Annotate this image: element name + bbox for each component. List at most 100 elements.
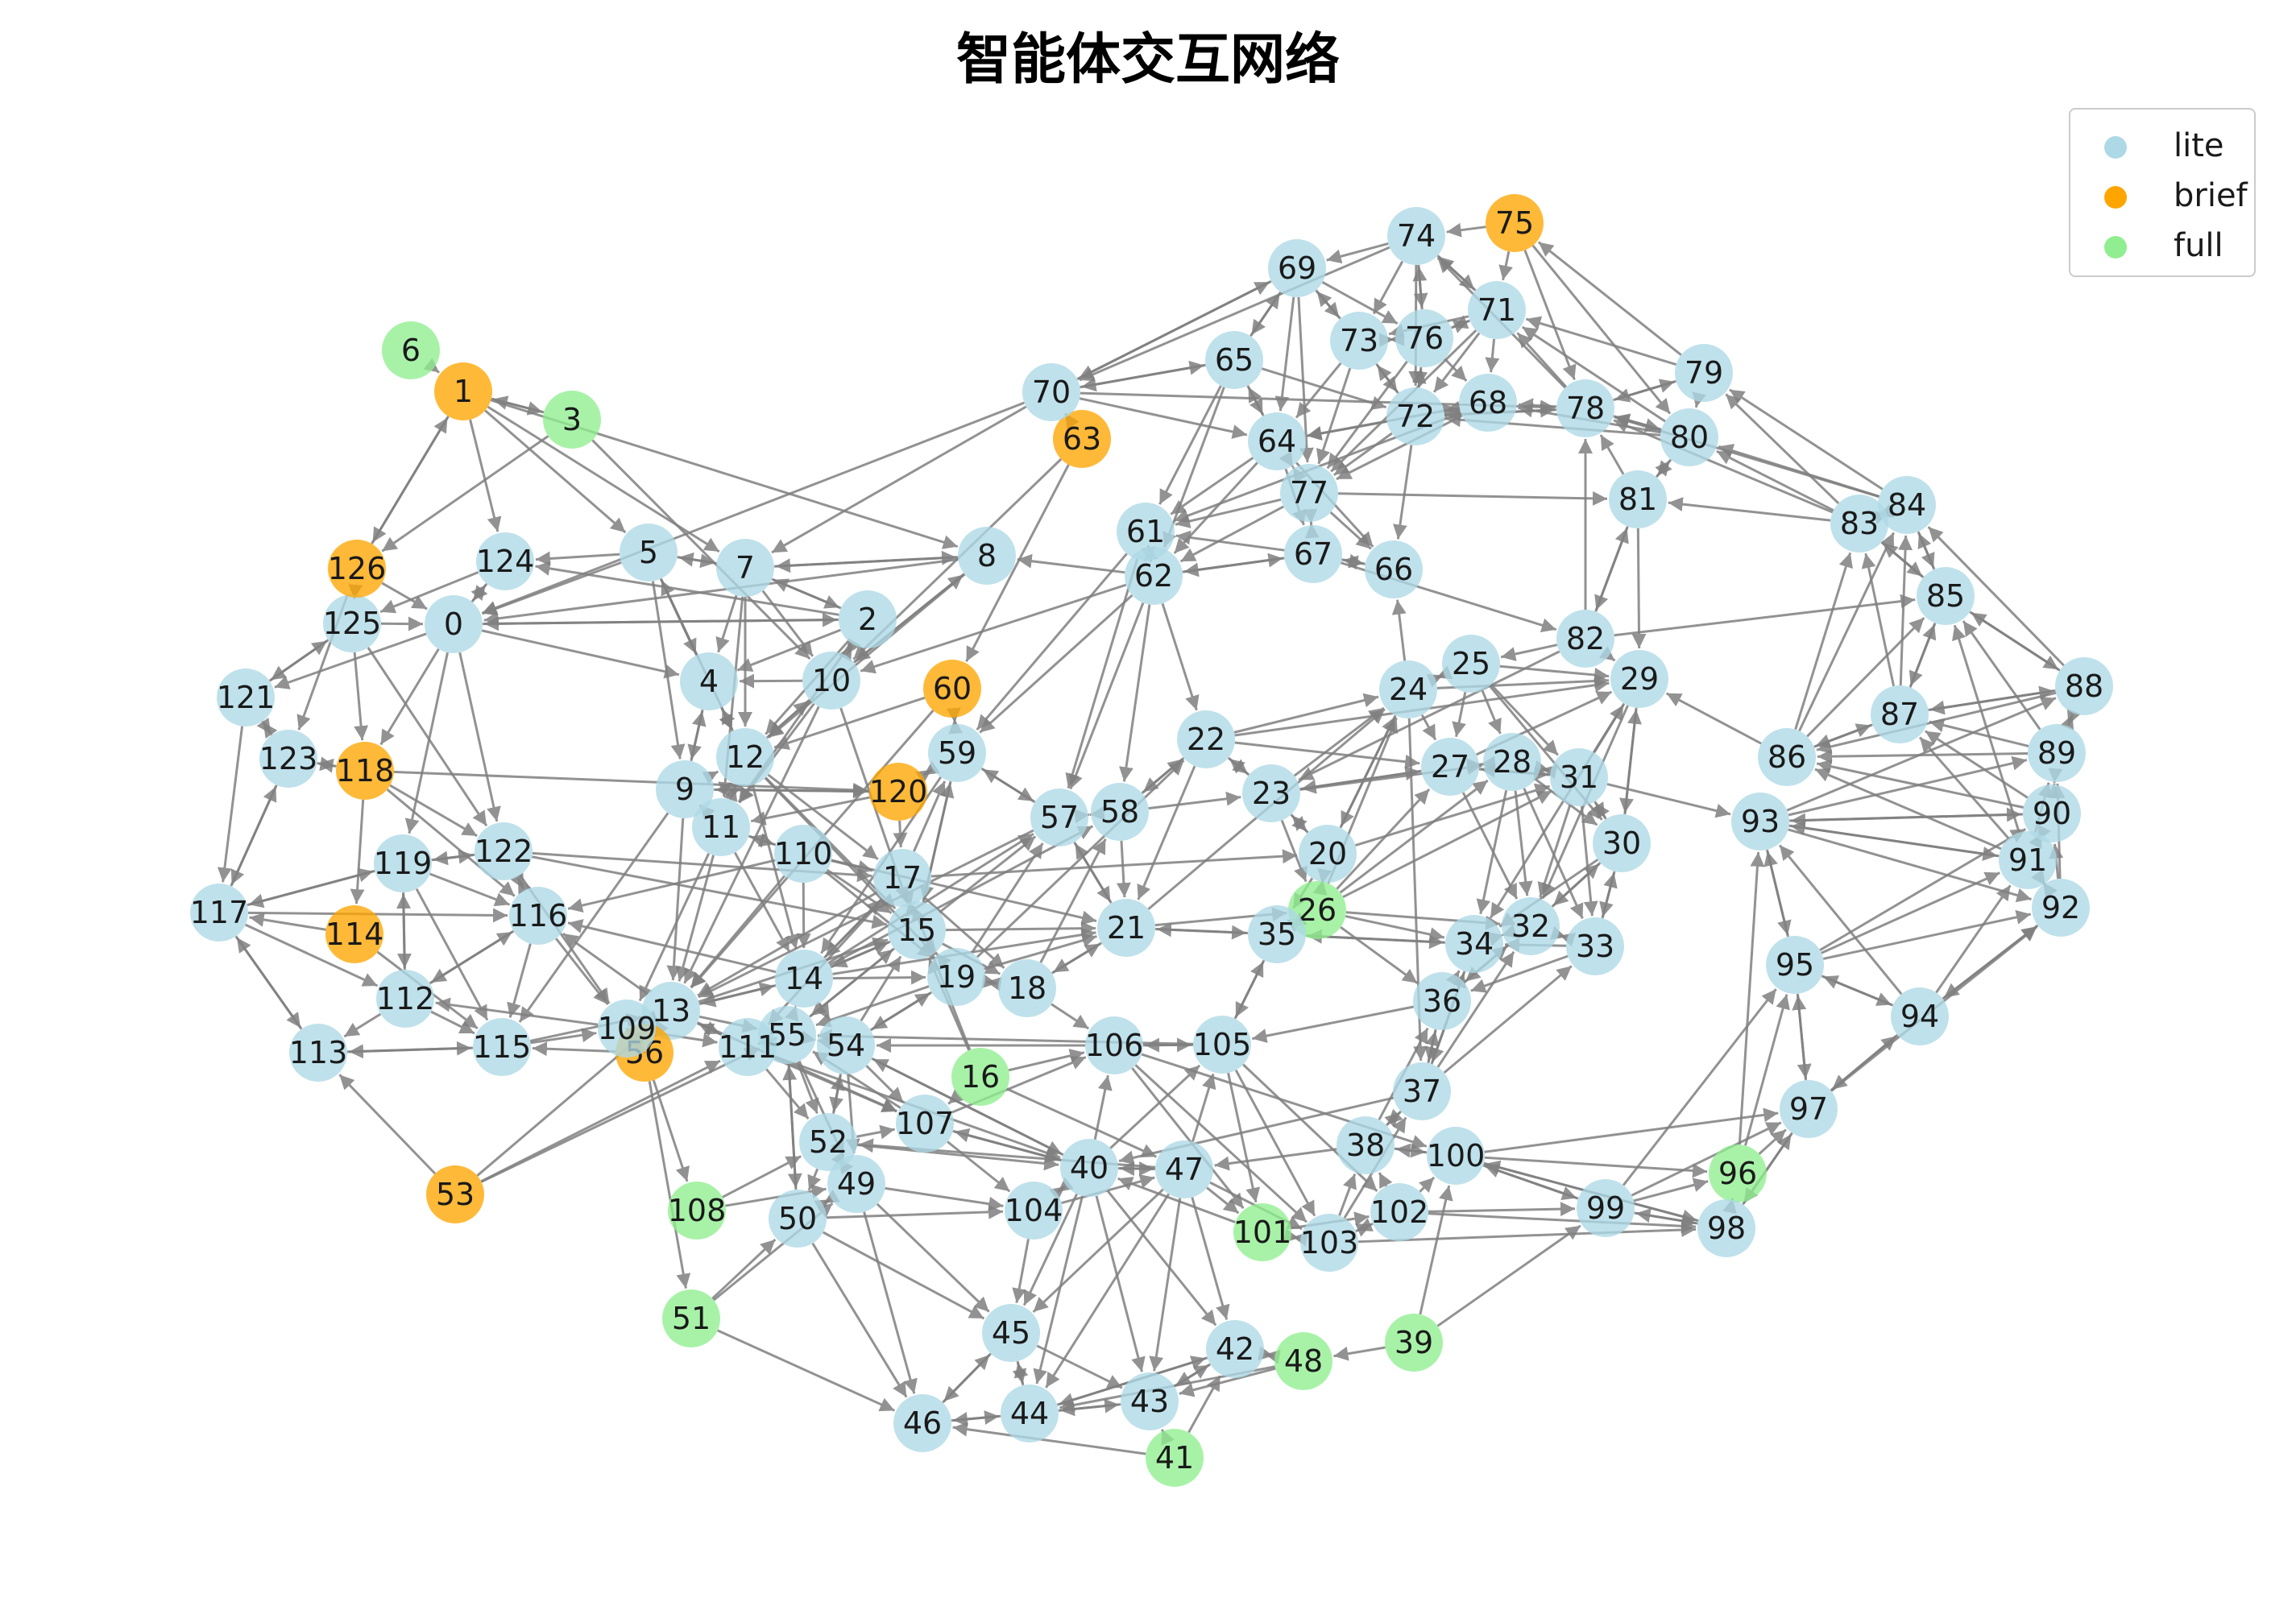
- edge-108-49: [725, 1184, 827, 1207]
- edge-77-61: [1175, 498, 1282, 528]
- edge-75-80: [1531, 244, 1672, 415]
- node-label-23: 23: [1252, 776, 1291, 811]
- node-104: 104: [1005, 1182, 1063, 1240]
- edge-35-105: [1234, 959, 1266, 1018]
- node-circle-15: [888, 901, 946, 959]
- edge-83-80: [1716, 449, 1834, 512]
- node-21: 21: [1097, 899, 1155, 957]
- edge-111-13: [698, 1022, 723, 1037]
- node-54: 54: [817, 1016, 875, 1074]
- node-label-107: 107: [896, 1106, 955, 1141]
- node-circle-113: [289, 1024, 347, 1082]
- node-circle-63: [1053, 410, 1111, 468]
- edge-21-18: [1052, 942, 1103, 974]
- edge-115-109: [530, 1028, 597, 1045]
- node-43: 43: [1121, 1372, 1179, 1430]
- edge-9-115: [518, 812, 669, 1023]
- node-label-38: 38: [1346, 1128, 1385, 1163]
- node-label-33: 33: [1576, 929, 1614, 964]
- edge-85-87: [1908, 623, 1937, 687]
- node-circle-57: [1030, 789, 1088, 846]
- node-label-87: 87: [1880, 697, 1919, 732]
- edge-11-13: [676, 855, 715, 982]
- edge-123-121: [262, 722, 278, 739]
- node-circle-115: [473, 1018, 531, 1076]
- edge-39-100: [1419, 1185, 1453, 1315]
- edge-2-0: [483, 616, 839, 631]
- node-circle-103: [1300, 1214, 1358, 1272]
- edge-62-57: [1068, 602, 1145, 790]
- node-circle-81: [1609, 470, 1667, 528]
- edge-31-28: [1541, 764, 1558, 780]
- edge-79-80: [1692, 391, 1707, 408]
- node-label-80: 80: [1670, 420, 1709, 455]
- node-label-89: 89: [2037, 735, 2076, 771]
- edge-3-10: [591, 439, 811, 660]
- node-18: 18: [998, 959, 1056, 1017]
- node-50: 50: [769, 1190, 827, 1248]
- node-113: 113: [289, 1024, 347, 1082]
- node-label-101: 101: [1233, 1215, 1292, 1250]
- edge-86-84: [1798, 532, 1896, 732]
- edge-119-117: [248, 869, 375, 909]
- edge-19-57: [971, 842, 1044, 954]
- edge-49-46: [863, 1211, 918, 1394]
- node-label-73: 73: [1340, 323, 1378, 358]
- edge-22-27: [1234, 741, 1420, 769]
- node-label-109: 109: [598, 1011, 657, 1046]
- node-64: 64: [1248, 412, 1306, 470]
- node-label-111: 111: [719, 1029, 777, 1065]
- edge-26-34: [1345, 915, 1445, 942]
- node-label-17: 17: [883, 860, 922, 896]
- edge-76-74: [1412, 266, 1428, 310]
- edge-82-81: [1594, 528, 1629, 612]
- node-circle-77: [1280, 464, 1338, 522]
- node-label-114: 114: [325, 917, 384, 952]
- node-99: 99: [1577, 1179, 1635, 1237]
- edge-116-112: [430, 929, 515, 984]
- edge-18-19: [986, 976, 1002, 991]
- edge-81-78: [1599, 434, 1625, 475]
- edge-79-71: [1525, 316, 1676, 366]
- edge-12-17: [767, 773, 879, 861]
- edge-37-38: [1386, 1108, 1403, 1125]
- edge-71-68: [1485, 338, 1500, 373]
- node-62: 62: [1125, 547, 1183, 605]
- edge-31-32: [1537, 804, 1572, 898]
- node-69: 69: [1268, 239, 1326, 297]
- edge-86-87: [1813, 723, 1871, 748]
- edge-82-29: [1598, 646, 1616, 662]
- edge-122-119: [433, 851, 475, 866]
- node-103: 103: [1300, 1214, 1358, 1272]
- edge-112-119: [396, 893, 411, 971]
- node-81: 81: [1609, 470, 1667, 528]
- node-label-112: 112: [376, 981, 435, 1016]
- node-label-92: 92: [2041, 890, 2080, 925]
- node-circle-50: [769, 1190, 827, 1248]
- edge-74-73: [1372, 260, 1404, 315]
- node-11: 11: [692, 798, 750, 856]
- edge-62-59: [979, 594, 1133, 734]
- edge-50-55: [782, 1065, 798, 1190]
- node-111: 111: [719, 1018, 777, 1076]
- edge-113-115: [346, 1041, 472, 1056]
- edge-93-92: [1788, 828, 2032, 903]
- legend-swatch-lite: [2104, 136, 2127, 159]
- node-circle-25: [1442, 635, 1500, 693]
- edge-46-44: [951, 1410, 1000, 1425]
- edge-39-48: [1333, 1346, 1386, 1361]
- node-label-53: 53: [436, 1177, 475, 1212]
- legend-label-full: full: [2174, 227, 2223, 264]
- node-85: 85: [1917, 567, 1975, 625]
- edge-62-8: [1017, 553, 1125, 574]
- node-89: 89: [2028, 724, 2086, 782]
- node-circle-35: [1248, 905, 1306, 963]
- edge-84-85: [1917, 531, 1935, 569]
- node-label-27: 27: [1431, 749, 1469, 784]
- edge-2-124: [535, 561, 839, 616]
- edge-15-14: [831, 940, 891, 968]
- edge-25-29: [1499, 664, 1610, 682]
- node-label-29: 29: [1620, 661, 1659, 697]
- edge-120-17: [893, 820, 908, 848]
- edge-31-33: [1580, 805, 1598, 917]
